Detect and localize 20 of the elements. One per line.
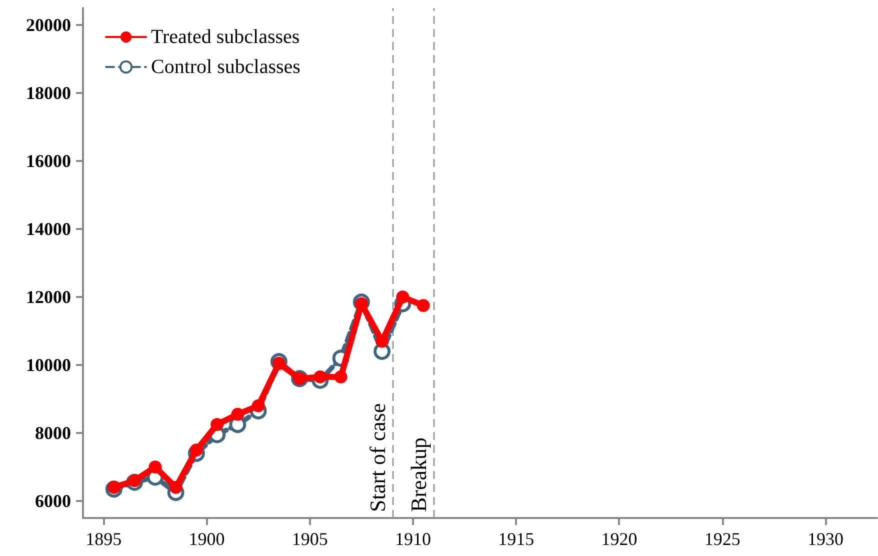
y-tick-label: 16000	[26, 151, 71, 171]
x-tick-label: 1905	[292, 529, 328, 549]
ref-line-label: Breakup	[406, 437, 432, 512]
y-tick-label: 14000	[26, 219, 71, 239]
y-tick-label: 18000	[26, 83, 71, 103]
legend-label: Treated subclasses	[151, 26, 300, 48]
x-tick-label: 1915	[498, 529, 534, 549]
x-tick-label: 1910	[394, 529, 431, 549]
y-tick-label: 12000	[26, 287, 71, 307]
legend-label: Control subclasses	[151, 56, 301, 78]
x-tick-label: 1895	[86, 529, 122, 549]
y-tick-label: 10000	[26, 355, 71, 375]
y-tick-label: 8000	[35, 423, 71, 443]
x-tick-label: 1930	[807, 529, 844, 549]
x-tick-label: 1900	[188, 529, 225, 549]
ref-line-label: Start of case	[364, 403, 390, 512]
y-tick-label: 6000	[35, 491, 71, 511]
x-tick-label: 1920	[601, 529, 638, 549]
x-tick-label: 1925	[704, 529, 740, 549]
y-tick-label: 20000	[26, 15, 71, 35]
